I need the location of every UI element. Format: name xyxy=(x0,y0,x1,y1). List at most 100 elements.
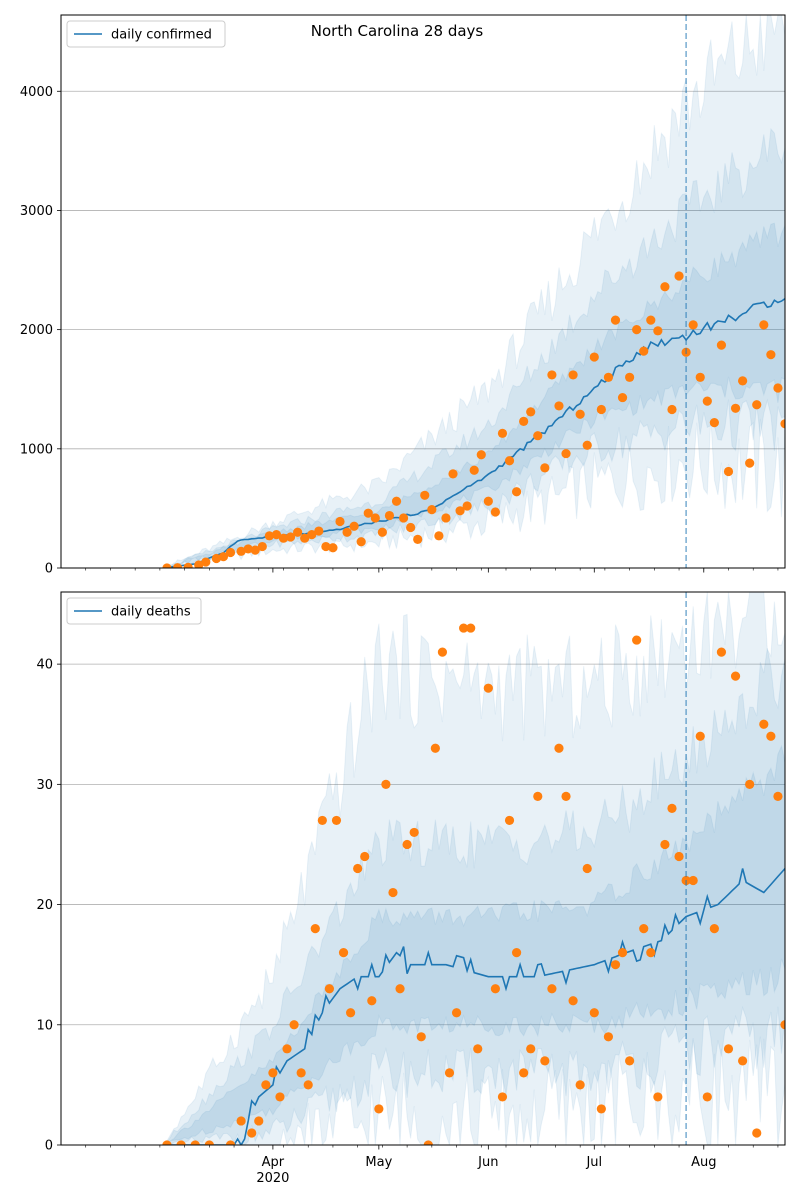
observed-point xyxy=(695,372,705,382)
observed-point xyxy=(367,996,377,1006)
observed-point xyxy=(702,396,712,406)
observed-point xyxy=(268,1068,278,1078)
x-year-label: 2020 xyxy=(256,1171,289,1186)
axes-frame xyxy=(60,14,786,569)
observed-point xyxy=(296,1068,306,1078)
observed-point xyxy=(582,440,592,450)
observed-point xyxy=(395,984,405,994)
observed-point xyxy=(236,546,246,556)
observed-point xyxy=(738,1056,748,1066)
observed-point xyxy=(625,372,635,382)
observed-point xyxy=(285,532,296,542)
observed-point xyxy=(766,731,776,741)
observed-point xyxy=(617,948,628,958)
observed-point xyxy=(335,516,345,527)
observed-point xyxy=(745,779,755,789)
legend-label: daily deaths xyxy=(111,605,191,620)
observed-point xyxy=(360,851,370,862)
observed-point xyxy=(300,533,310,543)
observed-point xyxy=(324,984,335,994)
x-tick-label: Jul xyxy=(585,1155,602,1170)
y-tick-label: 1000 xyxy=(20,442,53,457)
observed-point xyxy=(773,791,783,801)
observed-point xyxy=(646,315,656,325)
observed-point xyxy=(321,541,331,552)
observed-point xyxy=(289,1020,299,1030)
observed-point xyxy=(702,1092,712,1102)
observed-point xyxy=(547,370,557,380)
observed-point xyxy=(554,743,564,753)
observed-point xyxy=(398,513,409,523)
observed-point xyxy=(243,544,253,554)
observed-point xyxy=(331,815,342,826)
observed-point xyxy=(201,557,211,567)
observed-point xyxy=(250,545,260,555)
observed-point xyxy=(716,340,727,350)
observed-point xyxy=(660,839,670,850)
observed-point xyxy=(172,563,183,568)
observed-point xyxy=(745,458,755,468)
observed-point xyxy=(225,547,236,558)
observed-point xyxy=(409,827,419,838)
observed-point xyxy=(264,531,274,541)
observed-point xyxy=(533,791,543,801)
observed-point xyxy=(441,513,451,523)
figure-title: North Carolina 28 days xyxy=(311,22,484,40)
observed-point xyxy=(328,543,338,553)
observed-point xyxy=(723,1044,734,1054)
deaths-panel: 0 10 20 30 40 daily deaths xyxy=(36,591,786,1154)
x-tick-label: Apr xyxy=(262,1155,285,1170)
observed-point xyxy=(519,1068,529,1078)
observed-point xyxy=(416,1032,426,1042)
observed-point xyxy=(561,791,571,801)
observed-point xyxy=(504,456,515,466)
observed-point xyxy=(695,731,705,741)
observed-point xyxy=(469,465,479,475)
observed-point xyxy=(402,839,412,850)
observed-point xyxy=(275,1092,285,1102)
y-tick-label: 40 xyxy=(36,658,53,673)
observed-point xyxy=(589,352,599,362)
observed-point xyxy=(374,1104,384,1114)
observed-point xyxy=(646,948,656,958)
observed-point xyxy=(377,527,387,537)
observed-point xyxy=(282,1044,292,1054)
observed-point xyxy=(674,271,684,281)
observed-point xyxy=(738,376,748,386)
legend: daily confirmed xyxy=(66,20,226,48)
observed-point xyxy=(342,527,352,537)
observed-point xyxy=(575,409,585,419)
observed-point xyxy=(427,505,437,515)
legend: daily deaths xyxy=(66,597,202,625)
observed-point xyxy=(423,1140,433,1145)
observed-point xyxy=(625,1056,635,1066)
observed-point xyxy=(247,1128,257,1138)
observed-point xyxy=(451,1008,462,1018)
observed-point xyxy=(278,533,289,543)
observed-point xyxy=(162,563,172,568)
daily-deaths-line xyxy=(163,867,785,1145)
observed-point xyxy=(667,404,677,415)
observed-point xyxy=(511,948,522,958)
plot-area xyxy=(61,15,785,568)
y-tick-label: 2000 xyxy=(20,323,53,338)
observed-point xyxy=(236,1116,246,1126)
observed-point xyxy=(730,671,741,681)
observed-point xyxy=(356,537,366,547)
y-tick-label: 10 xyxy=(36,1018,53,1033)
observed-point xyxy=(420,490,430,500)
observed-point xyxy=(162,1140,172,1145)
observed-point xyxy=(466,623,476,633)
observed-point xyxy=(589,1008,599,1018)
observed-point xyxy=(709,417,719,428)
observed-point xyxy=(363,508,373,518)
observed-point xyxy=(497,1092,508,1102)
observed-point xyxy=(497,428,508,438)
observed-point xyxy=(384,510,395,521)
legend-box xyxy=(66,20,226,48)
observed-point xyxy=(773,383,783,393)
observed-point xyxy=(434,531,444,541)
observed-point xyxy=(504,815,515,826)
observed-point xyxy=(204,1140,214,1145)
